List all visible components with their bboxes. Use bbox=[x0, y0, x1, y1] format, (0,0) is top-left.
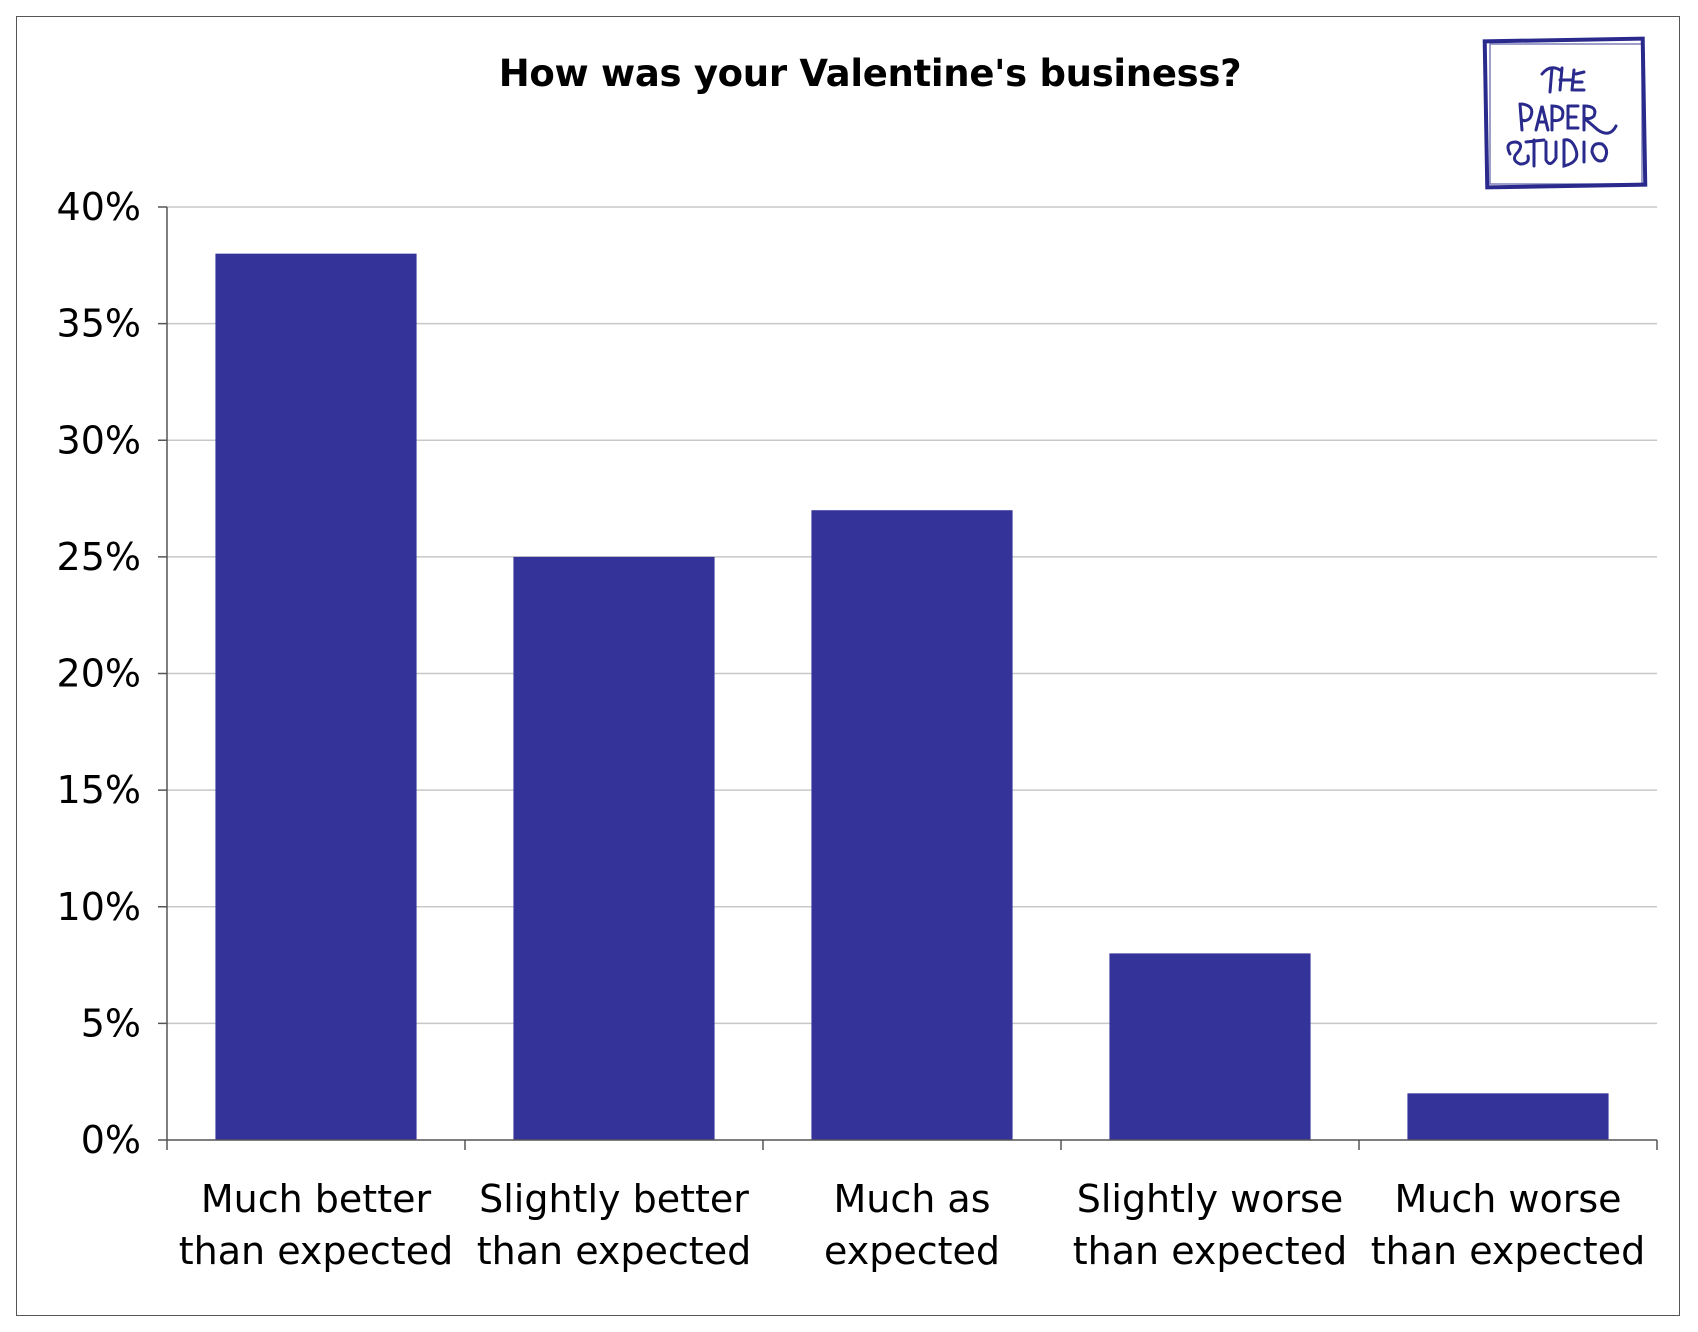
x-category-label: Much as bbox=[833, 1177, 990, 1221]
x-category-label: than expected bbox=[477, 1229, 751, 1273]
y-tick-label: 10% bbox=[57, 885, 141, 929]
x-category-label: expected bbox=[824, 1229, 1000, 1273]
x-category-label: Slightly worse bbox=[1077, 1177, 1344, 1221]
bar bbox=[215, 253, 417, 1140]
x-category-label: than expected bbox=[179, 1229, 453, 1273]
y-tick-label: 30% bbox=[57, 418, 141, 462]
y-tick-label: 25% bbox=[57, 535, 141, 579]
y-tick-label: 35% bbox=[57, 302, 141, 346]
bar bbox=[811, 510, 1013, 1141]
paper-studio-logo-icon bbox=[1482, 36, 1648, 190]
axes bbox=[158, 206, 1658, 1150]
y-tick-label: 15% bbox=[57, 768, 141, 812]
bar bbox=[513, 556, 715, 1140]
y-tick-label: 20% bbox=[57, 652, 141, 696]
x-category-label: than expected bbox=[1371, 1229, 1645, 1273]
x-category-label: Much better bbox=[201, 1177, 432, 1221]
y-tick-label: 5% bbox=[81, 1001, 141, 1045]
x-category-label: than expected bbox=[1073, 1229, 1347, 1273]
bar bbox=[1109, 953, 1311, 1140]
y-tick-label: 0% bbox=[81, 1118, 141, 1162]
x-category-label: Slightly better bbox=[479, 1177, 749, 1221]
labels: 0% 5% 10% 15% 20% 25% 30% 35% 40% Much better than… bbox=[57, 185, 1646, 1273]
y-tick-label: 40% bbox=[57, 185, 141, 229]
x-category-label: Much worse bbox=[1394, 1177, 1621, 1221]
bars bbox=[215, 253, 1609, 1141]
chart-title: How was your Valentine's business? bbox=[498, 52, 1242, 95]
bar bbox=[1407, 1093, 1609, 1140]
